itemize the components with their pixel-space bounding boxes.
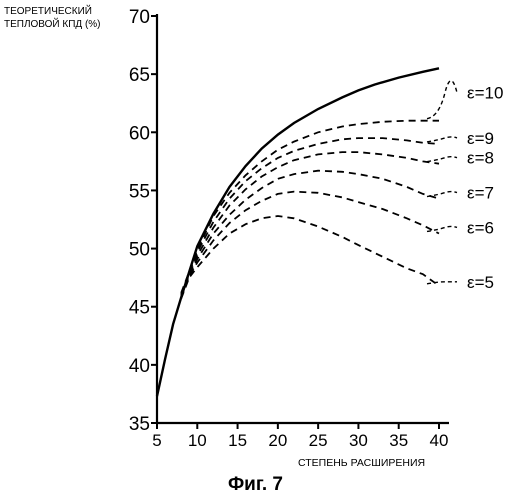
y-tick-label: 35 <box>129 414 150 435</box>
series-label-leader <box>427 81 457 119</box>
x-axis-label: СТЕПЕНЬ РАСШИРЕНИЯ <box>298 457 425 469</box>
x-tick-label: 35 <box>389 431 408 450</box>
series-line-dashed <box>181 152 439 295</box>
y-tick-label: 70 <box>129 7 150 28</box>
y-tick-label: 45 <box>129 298 150 319</box>
figure-caption: Фиг. 7 <box>0 474 511 496</box>
series-label-leader <box>427 157 457 162</box>
x-tick-label: 10 <box>188 431 207 450</box>
x-tick-label: 15 <box>228 431 247 450</box>
series-label: ε=8 <box>467 149 494 168</box>
y-tick-label: 50 <box>129 240 150 261</box>
x-tick-label: 25 <box>309 431 328 450</box>
series-line-dashed <box>181 138 439 294</box>
series-line-dashed <box>181 216 439 299</box>
x-tick-label: 30 <box>349 431 368 450</box>
series-label-leader <box>427 282 457 284</box>
y-tick-label: 60 <box>129 123 150 144</box>
x-tick-label: 20 <box>268 431 287 450</box>
series-label: ε=9 <box>467 129 494 148</box>
series-label: ε=5 <box>467 273 494 292</box>
series-label: ε=6 <box>467 218 494 237</box>
series-line-dashed <box>181 192 439 298</box>
series-label-leader <box>427 137 457 142</box>
x-tick-label: 5 <box>152 431 161 450</box>
y-tick-label: 65 <box>129 65 150 86</box>
series-label: ε=7 <box>467 184 494 203</box>
y-tick-label: 55 <box>129 181 150 202</box>
chart-area: 3540455055606570510152025303540ε=10ε=9ε=… <box>0 0 511 472</box>
series-line-solid <box>157 68 439 396</box>
series-label: ε=10 <box>467 84 503 103</box>
x-tick-label: 40 <box>430 431 449 450</box>
y-tick-label: 40 <box>129 356 150 377</box>
